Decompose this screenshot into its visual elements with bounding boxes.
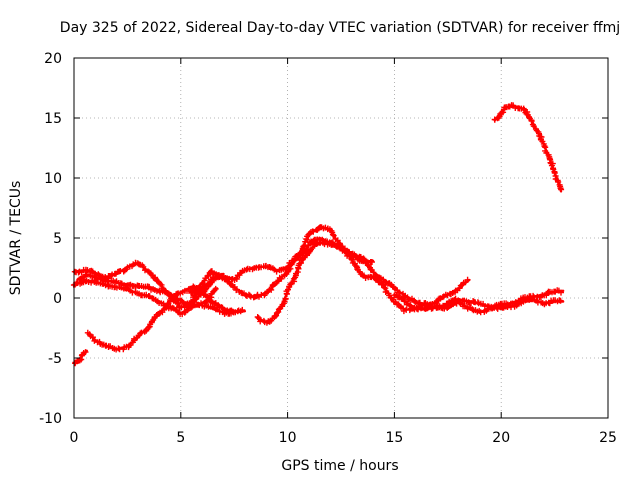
x-tick-label: 5	[176, 430, 185, 446]
y-tick-label: -10	[39, 411, 62, 427]
y-tick-labels: -10 -5 0 5 10 15 20	[39, 51, 62, 427]
x-tick-label: 20	[492, 430, 510, 446]
x-tick-label: 25	[599, 430, 617, 446]
x-tick-label: 15	[385, 430, 403, 446]
y-tick-label: 0	[53, 291, 62, 307]
series-arc-i	[391, 292, 565, 312]
x-tick-labels: 0 5 10 15 20 25	[70, 430, 617, 446]
y-axis-label: SDTVAR / TECUs	[8, 181, 24, 296]
series-markers	[199, 302, 246, 317]
tick-marks	[73, 57, 609, 419]
series-markers	[188, 224, 471, 310]
y-tick-label: 10	[44, 171, 62, 187]
x-tick-label: 10	[279, 430, 297, 446]
y-tick-label: 15	[44, 111, 62, 127]
x-axis-label: GPS time / hours	[281, 458, 398, 474]
y-tick-label: 5	[53, 231, 62, 247]
series-markers	[72, 349, 89, 367]
x-tick-label: 0	[70, 430, 79, 446]
series-arc-e	[76, 271, 219, 309]
series-markers	[391, 292, 564, 312]
series-arc-a	[72, 349, 89, 367]
series-markers	[76, 271, 219, 309]
chart-title: Day 325 of 2022, Sidereal Day-to-day VTE…	[60, 20, 620, 36]
series-arc-j	[491, 102, 565, 193]
y-tick-label: 20	[44, 51, 62, 67]
series-markers	[491, 102, 565, 193]
series-arc-g	[199, 302, 247, 317]
y-tick-label: -5	[48, 351, 62, 367]
series-group	[70, 102, 565, 367]
